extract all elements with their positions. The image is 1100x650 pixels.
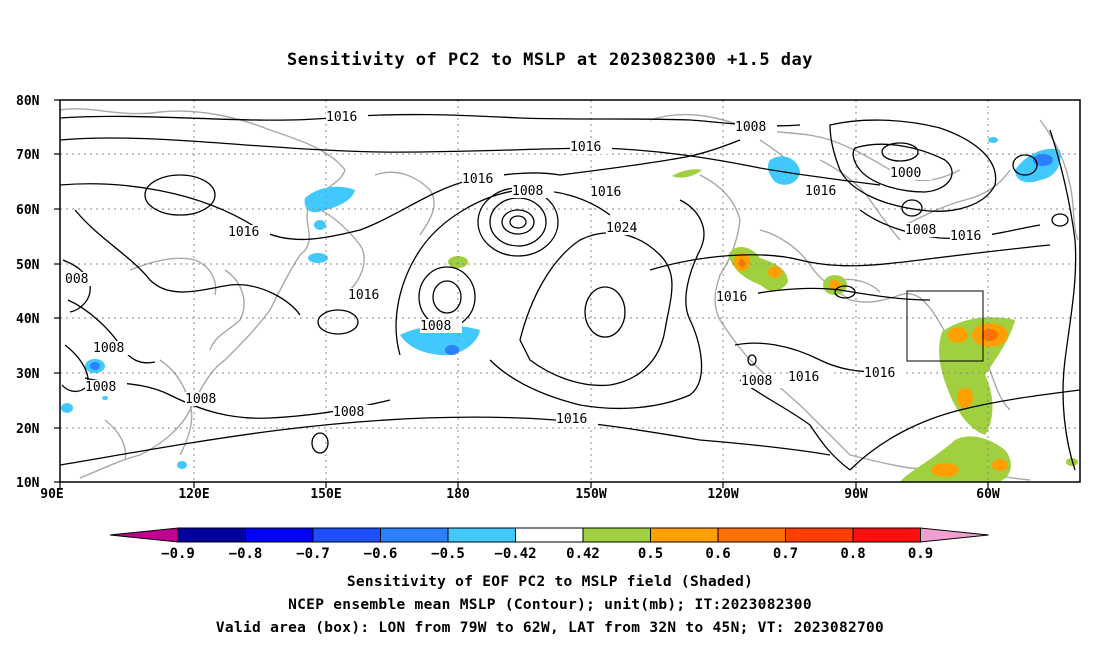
lon-label-120e: 120E (178, 487, 209, 502)
colorbar-tick-label: 0.6 (705, 546, 730, 562)
contour-label: 1016 (462, 172, 493, 187)
colorbar-tick-label: −0.8 (229, 546, 263, 562)
colorbar-box (852, 527, 921, 543)
contour-label: 1016 (556, 412, 587, 427)
contour-label: 008 (65, 272, 88, 287)
chart-title: Sensitivity of PC2 to MSLP at 2023082300… (286, 50, 813, 70)
colorbar-box (245, 527, 314, 543)
contour-label: 1008 (512, 184, 543, 199)
map-frame (59, 99, 1081, 483)
colorbar-box (582, 527, 651, 543)
lon-label-180: 180 (446, 487, 470, 502)
lat-label-70n: 70N (16, 148, 40, 163)
contour-label: 1016 (950, 229, 981, 244)
contour-label: 1024 (606, 221, 637, 236)
colorbar-box (515, 527, 584, 543)
lon-label-150w: 150W (575, 487, 606, 502)
lat-label-40n: 40N (16, 312, 40, 327)
colorbar-box (380, 527, 449, 543)
colorbar-tick-label: 0.42 (566, 546, 600, 562)
colorbar-tick-label: −0.6 (364, 546, 398, 562)
lat-label-30n: 30N (16, 367, 40, 382)
contour-label: 1016 (326, 110, 357, 125)
lat-label-60n: 60N (16, 203, 40, 218)
colorbar-tick-label: 0.7 (773, 546, 798, 562)
ticks (54, 99, 989, 488)
colorbar: −0.9 −0.8 −0.7 −0.6 −0.5 −0.42 0.42 0.5 0.6 0.7 0.… (109, 527, 989, 562)
colorbar-tick-label: −0.9 (161, 546, 195, 562)
caption-contour: NCEP ensemble mean MSLP (Contour); unit(… (288, 597, 812, 613)
contour-label: 1016 (570, 140, 601, 155)
caption-sensitivity: Sensitivity of EOF PC2 to MSLP field (Sh… (346, 574, 754, 590)
colorbar-tick-label: −0.42 (494, 546, 536, 562)
contour-label: 1008 (333, 405, 364, 420)
contour-labels: 1016 1008 1016 1016 1008 1016 1000 1016 … (65, 110, 992, 427)
contour-label: 1008 (93, 341, 124, 356)
contour-label: 1008 (741, 374, 772, 389)
colorbar-tick-label: 0.5 (638, 546, 663, 562)
contour-label: 1016 (805, 184, 836, 199)
colorbar-over-triangle (920, 527, 989, 543)
contour-label: 1016 (228, 225, 259, 240)
contour-label: 1016 (590, 185, 621, 200)
lat-label-50n: 50N (16, 258, 40, 273)
colorbar-box (650, 527, 719, 543)
contour-label: 1008 (85, 380, 116, 395)
colorbar-tick-label: 0.8 (840, 546, 865, 562)
contour-label: 1016 (716, 290, 747, 305)
colorbar-box (312, 527, 381, 543)
colorbar-box (447, 527, 516, 543)
longitude-labels: 90E 120E 150E 180 150W 120W 90W 60W (40, 487, 1000, 502)
lon-label-120w: 120W (707, 487, 738, 502)
contour-label: 1008 (735, 120, 766, 135)
colorbar-box (785, 527, 854, 543)
colorbar-tick-label: −0.7 (296, 546, 330, 562)
caption-valid-area: Valid area (box): LON from 79W to 62W, L… (215, 620, 885, 636)
contour-label: 1016 (788, 370, 819, 385)
lon-label-150e: 150E (310, 487, 341, 502)
lon-label-90w: 90W (844, 487, 868, 502)
colorbar-tick-label: −0.5 (431, 546, 465, 562)
colorbar-box (177, 527, 246, 543)
contour-label: 1008 (185, 392, 216, 407)
lat-label-10n: 10N (16, 476, 40, 491)
lat-label-20n: 20N (16, 422, 40, 437)
lon-label-90e: 90E (40, 487, 63, 502)
contour-label: 1016 (348, 288, 379, 303)
contour-label: 1000 (890, 166, 921, 181)
valid-area-box (906, 290, 984, 362)
lon-label-60w: 60W (976, 487, 1000, 502)
latitude-labels: 80N 70N 60N 50N 40N 30N 20N 10N (16, 94, 40, 491)
contour-label: 1016 (864, 366, 895, 381)
colorbar-box (717, 527, 786, 543)
lat-label-80n: 80N (16, 94, 40, 109)
colorbar-tick-label: 0.9 (908, 546, 933, 562)
sensitivity-shading (61, 137, 1078, 482)
colorbar-under-triangle (109, 527, 179, 543)
contour-label: 1008 (420, 319, 451, 334)
contour-label: 1008 (905, 223, 936, 238)
